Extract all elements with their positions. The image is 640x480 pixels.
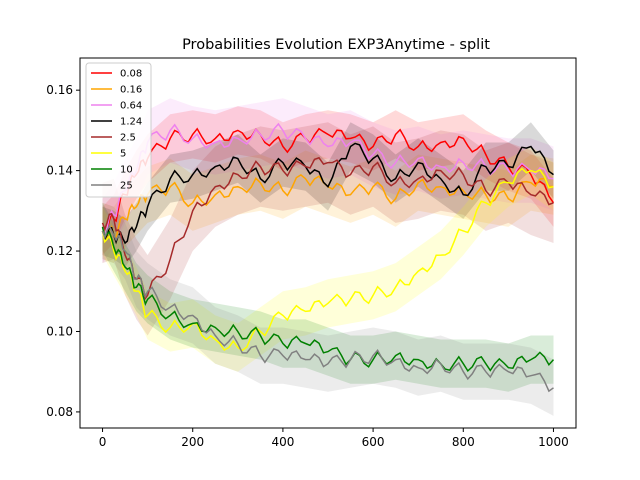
legend-label-25: 25	[120, 181, 133, 192]
band-5	[102, 146, 554, 372]
series-line-10	[101, 226, 555, 373]
legend-label-10: 10	[120, 165, 133, 176]
x-tick-label: 200	[181, 435, 204, 449]
chart-title: Probabilities Evolution EXP3Anytime - sp…	[182, 37, 490, 53]
y-tick-label: 0.10	[46, 324, 73, 338]
x-tick-label: 0	[99, 435, 107, 449]
band-10	[102, 202, 554, 392]
legend-box	[85, 62, 152, 198]
series-line-5	[101, 167, 554, 352]
x-tick-label: 600	[362, 435, 385, 449]
series-line-25	[101, 224, 554, 393]
band-2.5	[102, 122, 554, 336]
y-tick-label: 0.12	[46, 244, 73, 258]
plot-frame	[79, 57, 577, 429]
legend: 0.08 0.16 0.64 1.24 2.5 5 10 25	[85, 62, 152, 198]
x-tick-label: 400	[271, 435, 294, 449]
x-tick-label: 1000	[538, 435, 569, 449]
legend-label-0.16: 0.16	[120, 85, 142, 96]
x-axis: 0 200 400 600 800 1000	[99, 428, 569, 449]
band-25	[102, 202, 554, 416]
y-tick-label: 0.08	[46, 405, 73, 419]
y-axis: 0.08 0.10 0.12 0.14 0.16	[46, 83, 80, 419]
band-1.24	[102, 122, 554, 268]
x-tick-label: 800	[452, 435, 475, 449]
y-tick-label: 0.14	[46, 164, 73, 178]
legend-label-5: 5	[120, 149, 126, 160]
legend-label-2.5: 2.5	[120, 133, 136, 144]
legend-label-1.24: 1.24	[120, 117, 142, 128]
legend-label-0.64: 0.64	[120, 101, 142, 112]
band-0.08	[102, 106, 554, 256]
y-tick-label: 0.16	[46, 83, 73, 97]
legend-label-0.08: 0.08	[120, 69, 142, 80]
